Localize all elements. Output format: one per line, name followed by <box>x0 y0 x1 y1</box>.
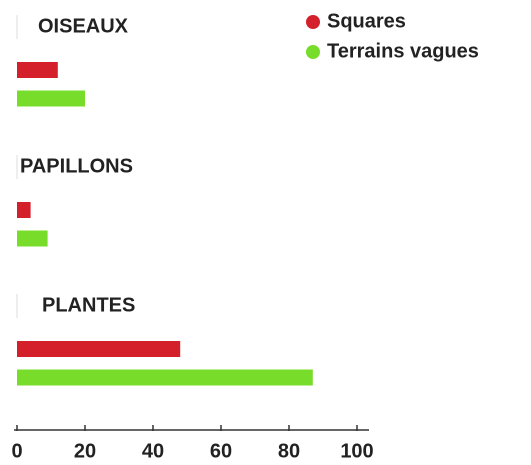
bar <box>17 341 181 357</box>
category-label: PAPILLONS <box>20 155 133 177</box>
bar <box>17 202 31 218</box>
bar <box>17 230 48 247</box>
x-tick-label: 100 <box>340 440 373 462</box>
x-tick-label: 20 <box>74 440 96 462</box>
x-tick-label: 0 <box>11 440 22 462</box>
x-tick-label: 80 <box>278 440 300 462</box>
category-label: PLANTES <box>42 294 135 316</box>
bar <box>17 369 313 386</box>
category-label: OISEAUX <box>38 15 129 37</box>
legend-label: Terrains vagues <box>327 40 479 62</box>
bar <box>17 90 85 107</box>
bar <box>17 62 58 78</box>
x-tick-label: 40 <box>142 440 164 462</box>
legend-label: Squares <box>327 10 406 32</box>
x-tick-label: 60 <box>210 440 232 462</box>
legend-marker <box>306 45 320 59</box>
legend-marker <box>306 15 320 29</box>
